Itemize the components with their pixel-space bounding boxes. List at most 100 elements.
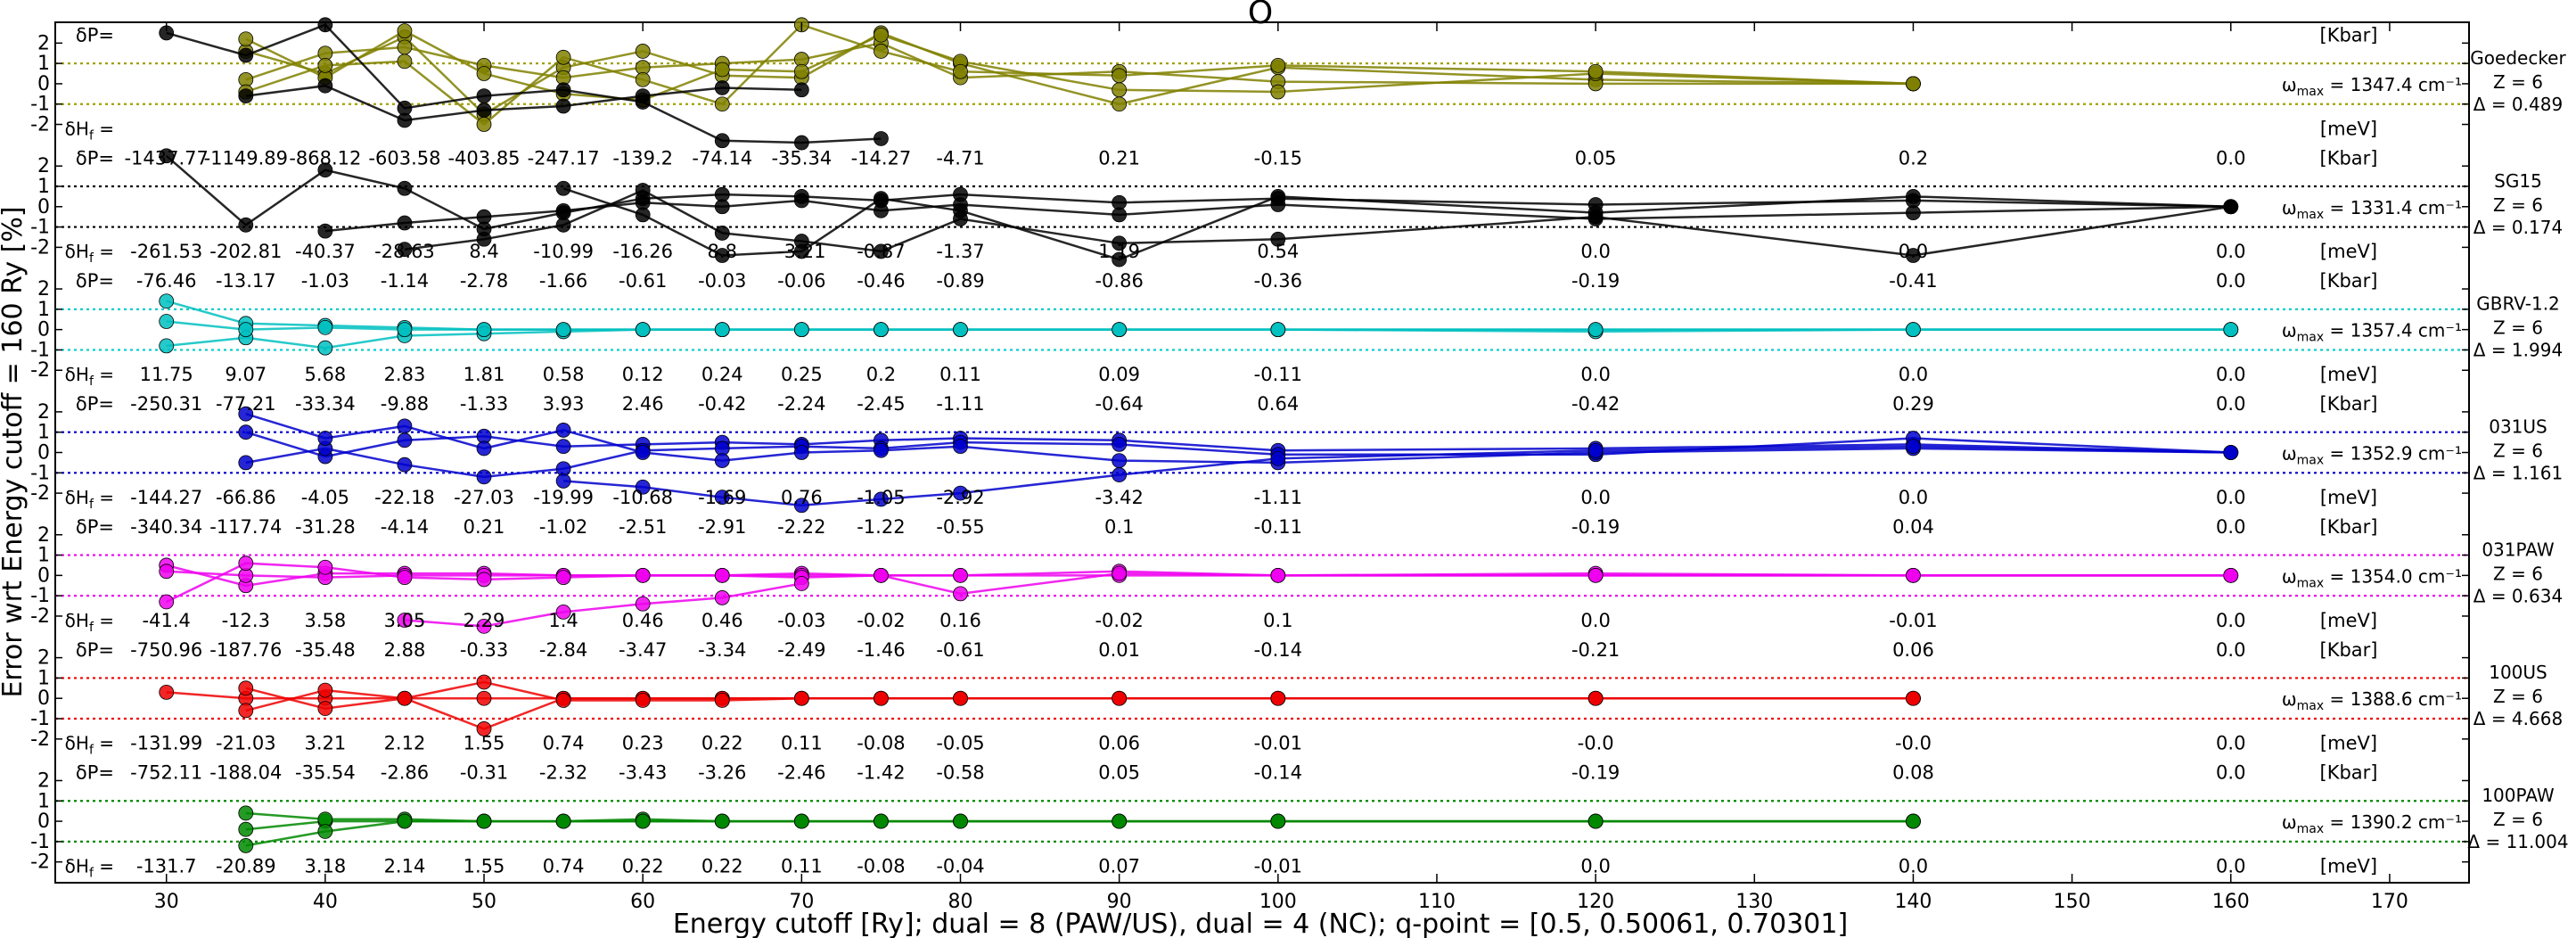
pseudo-delta: Δ = 0.174: [2473, 217, 2563, 238]
delta-h-value: 1.55: [464, 856, 505, 877]
series-031US-point: [953, 439, 968, 455]
delta-h-value: 0.22: [622, 856, 664, 877]
delta-p-value: -250.31: [130, 393, 202, 415]
delta-h-value: 1.19: [1098, 241, 1140, 262]
delta-h-value: -1.05: [857, 487, 905, 508]
band-lines: [55, 62, 2469, 843]
pseudo-name: 100PAW: [2482, 785, 2555, 806]
series-031US-point: [1112, 467, 1128, 482]
delta-p-value: -0.06: [777, 270, 825, 292]
pseudo-name: GBRV-1.2: [2476, 293, 2560, 315]
pseudo-delta: Δ = 4.668: [2473, 708, 2563, 729]
delta-h-value: 0.0: [2216, 487, 2245, 508]
delta-h-value: 0.54: [1257, 241, 1299, 262]
series-black-point: [874, 131, 889, 146]
delta-h-value: -0.0: [1578, 733, 1614, 754]
delta-p-label: δP=: [76, 516, 114, 538]
delta-h-value: 0.1: [1263, 610, 1292, 631]
delta-h-value: 0.0: [2216, 856, 2245, 877]
series-Goedecker-line: [245, 23, 1914, 127]
delta-p-value: -0.11: [1254, 516, 1302, 538]
delta-p-value: -340.34: [130, 516, 202, 538]
delta-p-value: -0.21: [1571, 639, 1620, 661]
pseudo-delta: Δ = 1.161: [2473, 463, 2563, 484]
unit-kbar: [Kbar]: [2320, 762, 2378, 784]
series-SG15-point: [476, 231, 492, 247]
series-GBRV-1.2-point: [555, 322, 571, 338]
series-100PAW-point: [1112, 813, 1128, 829]
series-Goedecker-point: [1270, 58, 1286, 73]
delta-p-value: -76.46: [136, 270, 197, 292]
delta-h-value: -0.05: [936, 733, 984, 754]
series-Goedecker-point: [1112, 96, 1128, 112]
delta-p-value: -2.51: [619, 516, 667, 538]
x-tick-label: 30: [154, 891, 179, 913]
delta-h-value: 0.0: [1899, 856, 1928, 877]
series-031US-point: [1587, 442, 1604, 458]
delta-h-value: 2.12: [384, 733, 426, 754]
delta-h-value: -0.08: [857, 856, 905, 877]
series-SG15-point: [555, 217, 571, 233]
series-100US-point: [1906, 690, 1921, 706]
delta-h-value: 0.74: [543, 733, 585, 754]
series-031PAW-point: [397, 570, 413, 586]
series-100US-point: [953, 690, 968, 706]
x-tick-label: 90: [1107, 891, 1132, 913]
delta-h-value: 3.58: [304, 610, 346, 631]
delta-h-value: -1.37: [936, 241, 984, 262]
series-100US-point: [555, 693, 571, 708]
series-black-point: [793, 82, 809, 98]
y-tick-label: -1: [30, 94, 50, 116]
y-tick-label: -1: [30, 708, 50, 730]
unit-mev: [meV]: [2320, 364, 2377, 385]
delta-p-value: -77.21: [216, 393, 276, 415]
delta-h-value: 8.4: [469, 241, 498, 262]
series-031PAW-point: [953, 567, 968, 583]
delta-p-value: -0.41: [1889, 270, 1937, 292]
delta-p-value: -0.14: [1254, 639, 1302, 661]
series-031US-point: [555, 473, 571, 489]
delta-h-value: -19.99: [533, 487, 594, 508]
delta-h-value: -12.3: [222, 610, 270, 631]
series-Goedecker-line: [245, 29, 1914, 102]
y-tick-label: -2: [30, 359, 50, 382]
y-tick-label: -1: [30, 831, 50, 853]
y-tick-label: 0: [37, 319, 50, 341]
delta-h-label: δHf =: [65, 364, 114, 389]
series-031US-point: [953, 485, 968, 501]
delta-h-value: 0.0: [2216, 733, 2245, 754]
series-031PAW-point: [1587, 567, 1604, 583]
series-031PAW-point: [874, 567, 889, 583]
series-SG15-point: [714, 199, 730, 215]
delta-p-value: -2.22: [777, 516, 825, 538]
pseudo-name: SG15: [2494, 170, 2542, 192]
delta-h-value: -0.01: [1254, 856, 1302, 877]
delta-p-value: -187.76: [209, 639, 282, 661]
series-100PAW-point: [635, 813, 651, 829]
series-031PAW-point: [953, 586, 968, 602]
delta-h-value: 0.23: [622, 733, 664, 754]
unit-mev: [meV]: [2320, 487, 2377, 508]
series-100PAW-point: [793, 813, 809, 829]
delta-p-value: 0.0: [2216, 516, 2245, 538]
series-100PAW-point: [238, 805, 254, 821]
series-GBRV-1.2-point: [1270, 322, 1286, 338]
series-031PAW-point: [1112, 565, 1128, 581]
series-black-point: [555, 82, 571, 98]
series-GBRV-1.2-point: [1906, 322, 1921, 338]
pseudo-delta: Δ = 1.994: [2473, 340, 2563, 361]
series-GBRV-1.2-point: [1112, 322, 1128, 338]
delta-p-value: -1.33: [460, 393, 508, 415]
delta-p-value: 0.01: [1098, 639, 1140, 661]
delta-p-value: -1.03: [301, 270, 349, 292]
series-Goedecker-point: [953, 63, 968, 79]
delta-p-value: -0.58: [936, 762, 984, 784]
series-031US-point: [476, 469, 492, 485]
series-SG15-point: [1906, 188, 1921, 204]
delta-h-value: -131.7: [136, 856, 197, 877]
delta-p-value: -0.42: [1571, 393, 1620, 415]
series-SG15-point: [1587, 205, 1604, 221]
series-031PAW-line: [404, 582, 802, 628]
series-100PAW-point: [953, 813, 968, 829]
unit-mev: [meV]: [2320, 118, 2377, 139]
